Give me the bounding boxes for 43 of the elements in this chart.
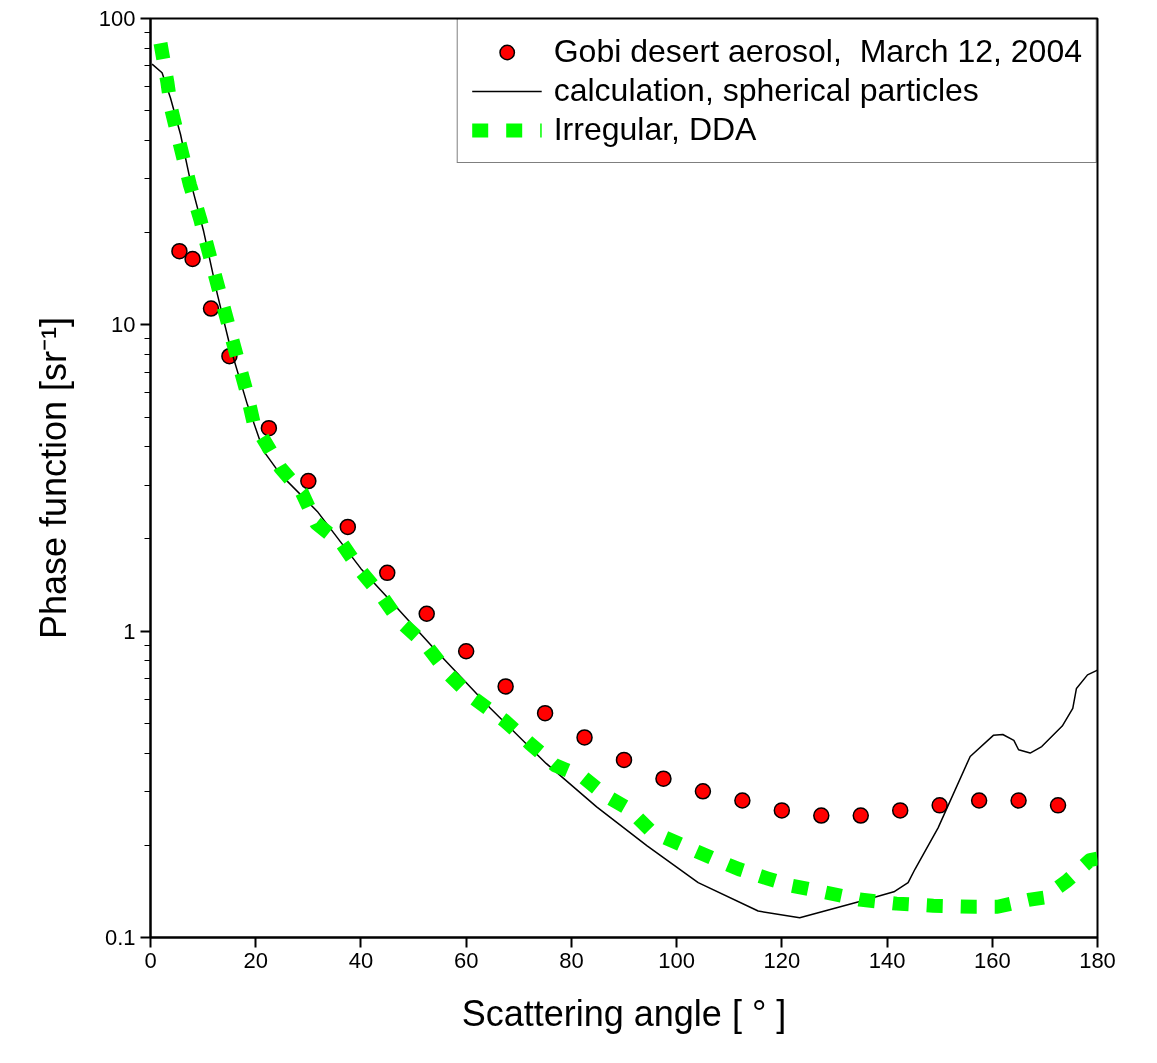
legend-label: Gobi desert aerosol, March 12, 2004 [553, 33, 1082, 70]
point [655, 770, 672, 787]
x-axis-title: Scattering angle [ ° ] [461, 992, 787, 1034]
y-tick-label: 1 [123, 618, 136, 644]
x-tick-label: 60 [453, 947, 479, 973]
legend-label: Irregular, DDA [553, 111, 757, 148]
point [379, 564, 396, 582]
legend-label: calculation, spherical particles [553, 72, 979, 109]
point [202, 300, 220, 317]
point [931, 797, 948, 814]
point [1010, 792, 1027, 809]
y-tick-label: 10 [111, 312, 136, 338]
x-tick-label: 180 [1079, 947, 1116, 973]
x-tick-label: 40 [348, 947, 374, 973]
point [970, 792, 988, 809]
point [418, 605, 435, 622]
x-tick-label: 0 [144, 947, 157, 973]
x-tick-label: 120 [763, 947, 801, 973]
x-tick-label: 100 [658, 947, 695, 973]
point [891, 802, 909, 819]
point [734, 792, 751, 809]
point [1049, 797, 1067, 814]
point [773, 802, 791, 819]
point [300, 472, 317, 490]
point [339, 518, 357, 536]
point [852, 807, 869, 824]
x-tick-label: 20 [243, 947, 268, 973]
point [184, 250, 201, 268]
point [576, 729, 593, 746]
point [457, 643, 475, 660]
y-tick-label: 0.1 [104, 925, 136, 950]
point [497, 678, 514, 695]
x-tick-label: 80 [559, 947, 584, 973]
x-tick-label: 140 [868, 947, 906, 973]
point [694, 783, 712, 800]
y-axis-title: Phase function [sr⁻¹] [32, 316, 74, 640]
point [813, 807, 830, 824]
point [536, 704, 554, 722]
point [615, 751, 633, 769]
point [171, 242, 188, 260]
x-tick-label: 160 [973, 947, 1011, 973]
point [260, 419, 278, 437]
y-tick-label: 100 [98, 6, 136, 31]
